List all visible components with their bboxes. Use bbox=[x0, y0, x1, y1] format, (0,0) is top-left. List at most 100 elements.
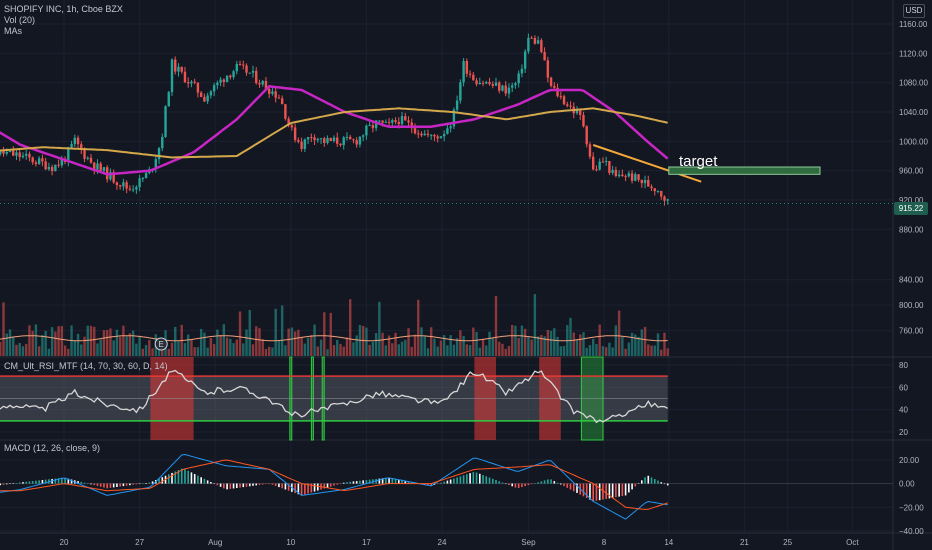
macd-histogram-bar bbox=[472, 472, 475, 484]
volume-bar bbox=[332, 345, 336, 356]
candle-body bbox=[177, 66, 180, 72]
macd-histogram-bar bbox=[197, 475, 199, 484]
volume-bar bbox=[206, 347, 209, 356]
volume-bar bbox=[439, 340, 443, 356]
candle-body bbox=[546, 60, 550, 78]
x-tick-label: 10 bbox=[286, 538, 295, 547]
macd-tick-label: −20.00 bbox=[899, 503, 924, 512]
volume-bar bbox=[268, 346, 271, 356]
macd-histogram-bar bbox=[388, 477, 390, 484]
candle-body bbox=[28, 153, 31, 158]
annotations: E bbox=[154, 144, 821, 351]
macd-histogram-bar bbox=[261, 483, 264, 485]
candle-body bbox=[138, 178, 141, 188]
macd-histogram-bar bbox=[223, 483, 225, 489]
candle-body bbox=[455, 100, 459, 110]
macd-histogram-bar bbox=[398, 479, 400, 484]
volume-ma-line bbox=[0, 335, 668, 342]
candle-body bbox=[131, 189, 135, 191]
macd-histogram-bar bbox=[365, 480, 368, 484]
macd-histogram-bar bbox=[28, 481, 31, 484]
candle-body bbox=[517, 73, 520, 84]
macd-histogram-bar bbox=[245, 483, 248, 487]
volume-bar bbox=[255, 326, 258, 356]
volume-bar bbox=[258, 328, 261, 356]
macd-histogram-bar bbox=[93, 483, 96, 486]
candle-body bbox=[323, 138, 326, 143]
volume-bar bbox=[520, 325, 524, 356]
macd-histogram-bar bbox=[265, 483, 267, 485]
macd-histogram-bar bbox=[167, 474, 170, 484]
volume-bar bbox=[212, 344, 216, 356]
candle-body bbox=[342, 137, 345, 146]
volume-indicator-title[interactable]: Vol (20) bbox=[4, 15, 36, 25]
macd-histogram-bar bbox=[229, 483, 232, 489]
ma-indicator-title[interactable]: MAs bbox=[4, 26, 22, 36]
candle-body bbox=[417, 133, 420, 135]
volume-bar bbox=[391, 343, 394, 356]
volume-bar bbox=[34, 324, 38, 356]
volume-bar bbox=[196, 347, 200, 356]
volume-bar bbox=[131, 330, 135, 356]
candle-body bbox=[229, 75, 232, 78]
macd-histogram-bar bbox=[394, 479, 397, 484]
volume-bar bbox=[478, 347, 481, 356]
macd-histogram-bar bbox=[122, 483, 125, 487]
macd-histogram-bar bbox=[459, 476, 462, 484]
rsi-indicator-title[interactable]: CM_Ult_RSI_MTF (14, 70, 30, 60, D, 14) bbox=[4, 361, 168, 371]
macd-histogram-bar bbox=[585, 483, 588, 498]
candle-body bbox=[37, 158, 41, 164]
volume-bar bbox=[242, 343, 245, 356]
macd-histogram-bar bbox=[206, 480, 209, 484]
candle-body bbox=[274, 91, 277, 98]
currency-badge[interactable]: USD bbox=[903, 4, 925, 18]
candle-body bbox=[280, 98, 284, 105]
macd-histogram-bar bbox=[99, 483, 102, 487]
volume-bar bbox=[300, 337, 303, 356]
candle-body bbox=[627, 173, 631, 177]
price-tick-label: 880.00 bbox=[899, 225, 924, 234]
volume-bar bbox=[407, 328, 410, 356]
macd-histogram-bar bbox=[31, 481, 34, 484]
macd-histogram-bar bbox=[530, 483, 533, 485]
candle-body bbox=[180, 66, 183, 72]
volume-bar bbox=[572, 332, 575, 356]
volume-bar bbox=[229, 338, 232, 356]
volume-bar bbox=[507, 346, 511, 356]
macd-histogram-bar bbox=[138, 483, 141, 485]
volume-bar bbox=[18, 343, 21, 356]
macd-histogram-bar bbox=[566, 483, 569, 488]
earnings-marker bbox=[154, 337, 168, 351]
volume-bar bbox=[433, 338, 436, 356]
candle-body bbox=[430, 134, 433, 136]
volume-bar bbox=[135, 343, 138, 356]
candle-body bbox=[592, 156, 595, 170]
candle-body bbox=[209, 91, 213, 96]
volume-bar bbox=[277, 340, 281, 356]
candles bbox=[0, 33, 669, 206]
volume-bar bbox=[485, 345, 488, 356]
macd-histogram-bar bbox=[615, 483, 617, 498]
macd-histogram-bar bbox=[258, 483, 261, 485]
macd-indicator-title[interactable]: MACD (12, 26, close, 9) bbox=[4, 443, 101, 453]
candle-body bbox=[190, 81, 193, 84]
macd-histogram-bar bbox=[443, 481, 445, 484]
volume-bar bbox=[12, 336, 15, 356]
candle-body bbox=[8, 150, 12, 153]
candle-body bbox=[533, 38, 537, 44]
candle-body bbox=[494, 82, 498, 86]
axes: 1160.001120.001080.001040.001000.00960.0… bbox=[60, 20, 929, 547]
candle-body bbox=[478, 82, 481, 85]
macd-histogram-bar bbox=[242, 483, 245, 488]
volume-bar bbox=[118, 336, 122, 356]
candle-body bbox=[206, 95, 209, 102]
rsi-bands bbox=[0, 356, 668, 441]
macd-histogram-bar bbox=[252, 483, 254, 486]
candle-body bbox=[21, 155, 25, 158]
symbol-title[interactable]: SHOPIFY INC, 1h, Cboe BZX bbox=[4, 4, 123, 14]
x-tick-label: Oct bbox=[846, 538, 859, 547]
candle-body bbox=[57, 164, 60, 166]
candle-body bbox=[462, 60, 465, 83]
macd-histogram-bar bbox=[12, 483, 15, 484]
macd-histogram-bar bbox=[151, 481, 154, 484]
